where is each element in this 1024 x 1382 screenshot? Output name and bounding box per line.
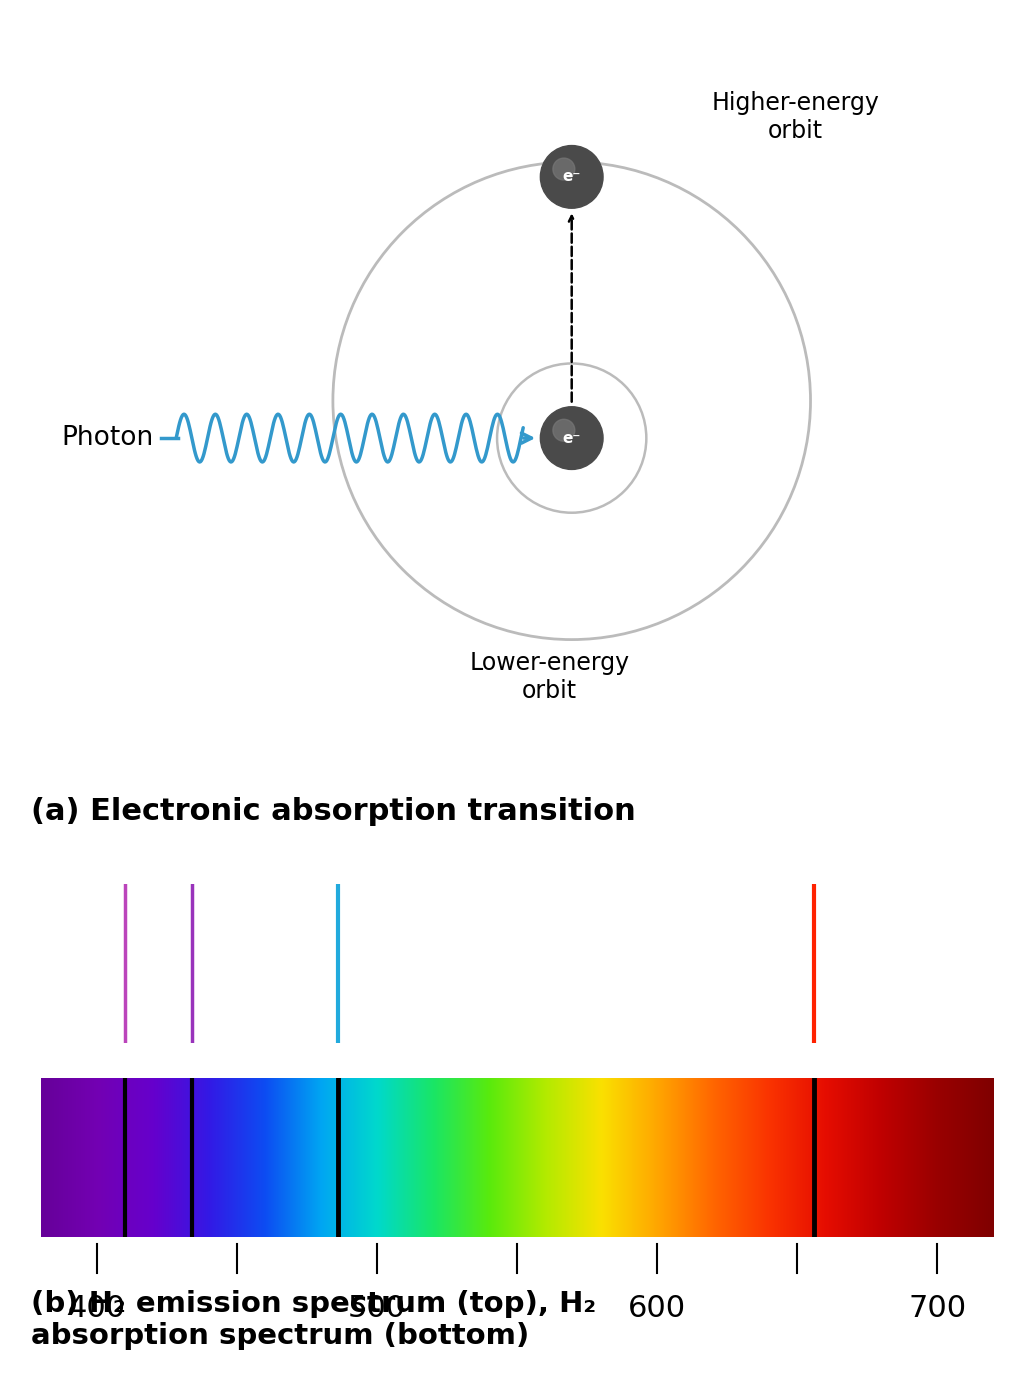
Text: e⁻: e⁻ <box>562 170 581 184</box>
Text: Photon: Photon <box>61 426 154 451</box>
Circle shape <box>541 406 603 470</box>
Text: 700: 700 <box>908 1294 967 1323</box>
Text: (b) H₂ emission spectrum (top), H₂
absorption spectrum (bottom): (b) H₂ emission spectrum (top), H₂ absor… <box>31 1291 596 1350</box>
Circle shape <box>553 158 574 180</box>
Text: Higher-energy
orbit: Higher-energy orbit <box>712 91 880 144</box>
Circle shape <box>553 419 574 441</box>
Text: 400: 400 <box>68 1294 126 1323</box>
Text: 500: 500 <box>348 1294 407 1323</box>
Text: Lower-energy
orbit: Lower-energy orbit <box>469 651 630 703</box>
Text: (a) Electronic absorption transition: (a) Electronic absorption transition <box>31 797 636 826</box>
Circle shape <box>541 145 603 209</box>
Text: e⁻: e⁻ <box>562 431 581 445</box>
Text: 600: 600 <box>628 1294 686 1323</box>
